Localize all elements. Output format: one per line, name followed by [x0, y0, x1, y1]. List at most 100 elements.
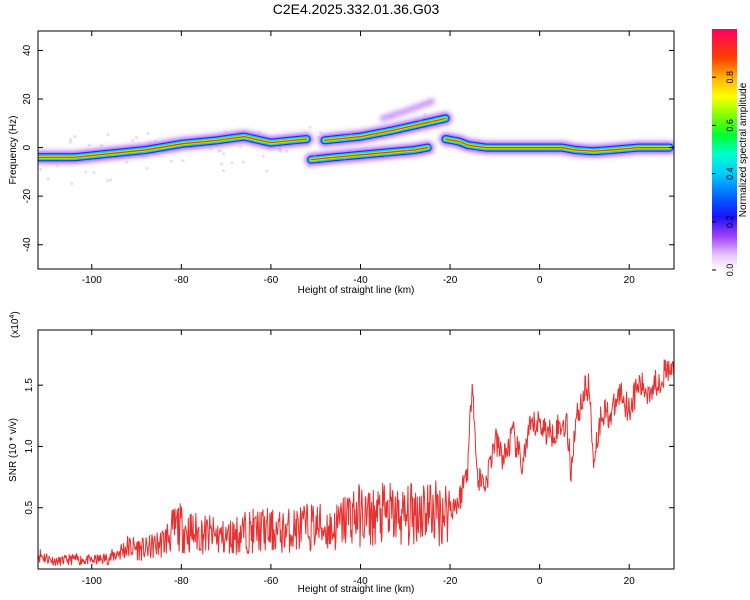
heatmap-speckle	[70, 182, 74, 186]
heatmap-track-faint-upper-layer-1	[380, 98, 435, 122]
heatmap-speckle	[230, 161, 234, 165]
heatmap-speckle	[84, 170, 88, 174]
heatmap-speckle	[342, 159, 346, 163]
heatmap-speckle	[39, 167, 43, 171]
heatmap-speckle	[384, 155, 387, 159]
heatmap-track-right-layer-6	[445, 138, 671, 152]
heatmap-speckle	[344, 134, 348, 138]
heatmap-speckle	[146, 131, 150, 135]
heatmap-x-tick-label: 20	[624, 275, 636, 286]
colorbar: 0.0 0.2 0.4 0.6 0.8 Normalized spectral ampl…	[712, 29, 749, 276]
heatmap-speckle	[106, 133, 110, 137]
heatmap-speckle	[220, 162, 224, 166]
heatmap-speckle	[317, 135, 321, 139]
heatmap-speckle	[327, 132, 331, 136]
heatmap-speckle	[88, 143, 91, 147]
snr-panel: -100 -80 -60 -40 -20 0 20 0.5 1.0 1.5 Height of …	[8, 311, 675, 595]
heatmap-speckle	[257, 130, 261, 134]
heatmap-speckle	[278, 147, 282, 150]
snr-exponent-prefix: (x10	[10, 318, 21, 338]
snr-x-ticks: -100 -80 -60 -40 -20 0 20	[82, 330, 635, 587]
heatmap-speckle	[222, 152, 226, 156]
heatmap-frame	[37, 30, 675, 270]
snr-exponent: (x104)	[9, 311, 21, 338]
heatmap-x-tick-label: -20	[443, 275, 458, 286]
heatmap-y-axis-label: Frequency (Hz)	[8, 116, 19, 185]
snr-exponent-suffix: )	[10, 311, 21, 314]
heatmap-y-tick-label: 0	[22, 144, 33, 150]
heatmap-speckle	[313, 153, 317, 157]
snr-x-tick-label: -40	[353, 576, 368, 587]
heatmap-speckle	[430, 150, 434, 154]
heatmap-y-tick-label: 40	[22, 44, 33, 56]
heatmap-speckle	[217, 133, 221, 136]
snr-x-tick-label: 20	[624, 576, 636, 587]
heatmap-speckle	[224, 130, 228, 134]
heatmap-x-tick-label: -40	[353, 275, 368, 286]
heatmap-speckle	[265, 169, 268, 173]
heatmap-speckle	[181, 159, 185, 163]
heatmap-x-tick-label: -100	[82, 275, 102, 286]
heatmap-track-mid-lower-layer-6	[310, 147, 429, 161]
heatmap-speckle	[169, 159, 173, 163]
colorbar-tick-label: 0.4	[725, 167, 735, 180]
snr-y-axis-label: SNR (10 * v/v)	[8, 418, 19, 482]
heatmap-speckle	[134, 136, 138, 140]
colorbar-ticks: 0.0 0.2 0.4 0.6 0.8	[712, 71, 735, 276]
heatmap-speckle	[92, 171, 96, 174]
snr-y-ticks: 0.5 1.0 1.5	[24, 378, 674, 515]
heatmap-x-tick-label: 0	[537, 275, 543, 286]
snr-y-tick-label: 1.0	[24, 439, 35, 453]
heatmap-speckle	[73, 135, 77, 138]
heatmap-speckle	[319, 131, 323, 135]
heatmap-speckle	[423, 113, 427, 117]
colorbar-tick-label: 0.8	[725, 71, 735, 84]
heatmap-x-tick-label: -80	[174, 275, 189, 286]
heatmap-speckle	[219, 149, 223, 152]
heatmap-speckle	[68, 140, 72, 144]
snr-series-line	[38, 359, 674, 566]
colorbar-tick-label: 0.6	[725, 119, 735, 132]
heatmap-panel: -100 -80 -60 -40 -20 0 20 -40 -20 0 20 40 Height o…	[8, 30, 675, 296]
heatmap-speckle	[349, 133, 353, 137]
heatmap-track-main-layer-6	[38, 136, 308, 158]
heatmap-speckle	[145, 166, 149, 170]
heatmap-speckle	[222, 169, 226, 173]
heatmap-speckle	[153, 139, 157, 143]
heatmap-speckle	[209, 147, 213, 151]
snr-y-tick-label: 0.5	[24, 500, 35, 514]
colorbar-tick-label: 0.0	[725, 264, 735, 277]
heatmap-y-ticks: -40 -20 0 20 40	[22, 44, 674, 252]
heatmap-speckle	[261, 154, 265, 158]
colorbar-tick-label: 0.2	[725, 216, 735, 229]
heatmap-x-ticks: -100 -80 -60 -40 -20 0 20	[82, 31, 635, 286]
heatmap-x-axis-label: Height of straight line (km)	[298, 285, 415, 296]
heatmap-speckle	[46, 177, 50, 181]
figure-title: C2E4.2025.332.01.36.G03	[273, 1, 440, 17]
heatmap-speckle	[106, 179, 109, 183]
heatmap-y-tick-label: 20	[22, 93, 33, 105]
heatmap-speckle	[241, 160, 245, 164]
heatmap-tracks	[38, 97, 674, 186]
heatmap-speckle	[390, 115, 394, 119]
colorbar-gradient	[712, 29, 737, 270]
snr-exponent-power: 4	[9, 315, 16, 319]
heatmap-speckle	[238, 145, 242, 149]
snr-x-tick-label: 0	[537, 576, 543, 587]
snr-x-axis-label: Height of straight line (km)	[298, 584, 415, 595]
heatmap-speckle	[313, 159, 317, 163]
heatmap-speckle	[131, 139, 135, 142]
heatmap-speckle	[147, 141, 151, 144]
heatmap-speckle	[125, 160, 129, 164]
heatmap-y-tick-label: -40	[22, 237, 33, 252]
heatmap-x-tick-label: -60	[264, 275, 279, 286]
snr-frame	[37, 329, 675, 570]
heatmap-track-mid-upper-layer-6	[324, 117, 447, 141]
heatmap-y-tick-label: -20	[22, 188, 33, 203]
snr-x-tick-label: -80	[174, 576, 189, 587]
heatmap-speckle	[430, 144, 434, 148]
snr-x-tick-label: -60	[264, 576, 279, 587]
heatmap-speckle	[56, 164, 60, 168]
heatmap-speckle	[279, 149, 283, 153]
heatmap-speckle	[217, 149, 221, 153]
